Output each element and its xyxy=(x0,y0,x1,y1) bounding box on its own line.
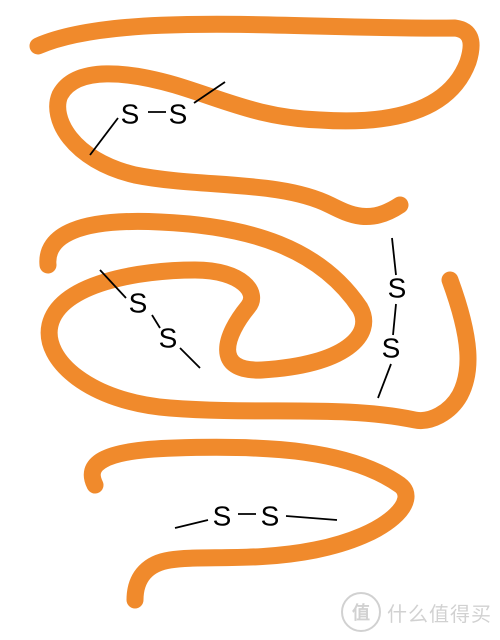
bond-line xyxy=(180,348,200,368)
protein-disulfide-diagram: SSSSSSSS xyxy=(0,0,500,640)
sulfur-label: S xyxy=(169,98,188,129)
bond-line xyxy=(175,520,208,528)
watermark-logo: 值 xyxy=(341,592,381,632)
bond-line xyxy=(90,118,118,155)
sulfur-label: S xyxy=(261,500,280,531)
watermark: 值 什么值得买 xyxy=(341,592,492,632)
sulfur-label: S xyxy=(382,332,401,363)
bond-line xyxy=(286,516,337,520)
bond-line xyxy=(378,364,391,398)
sulfur-label: S xyxy=(121,98,140,129)
sulfur-label: S xyxy=(129,287,148,318)
bond-3: SS xyxy=(378,238,406,398)
bond-4: SS xyxy=(175,500,337,531)
bond-line xyxy=(392,238,396,275)
bond-line xyxy=(393,304,396,335)
sulfur-label: S xyxy=(388,272,407,303)
sulfur-label: S xyxy=(159,322,178,353)
watermark-text: 什么值得买 xyxy=(387,598,492,627)
sulfur-label: S xyxy=(213,500,232,531)
